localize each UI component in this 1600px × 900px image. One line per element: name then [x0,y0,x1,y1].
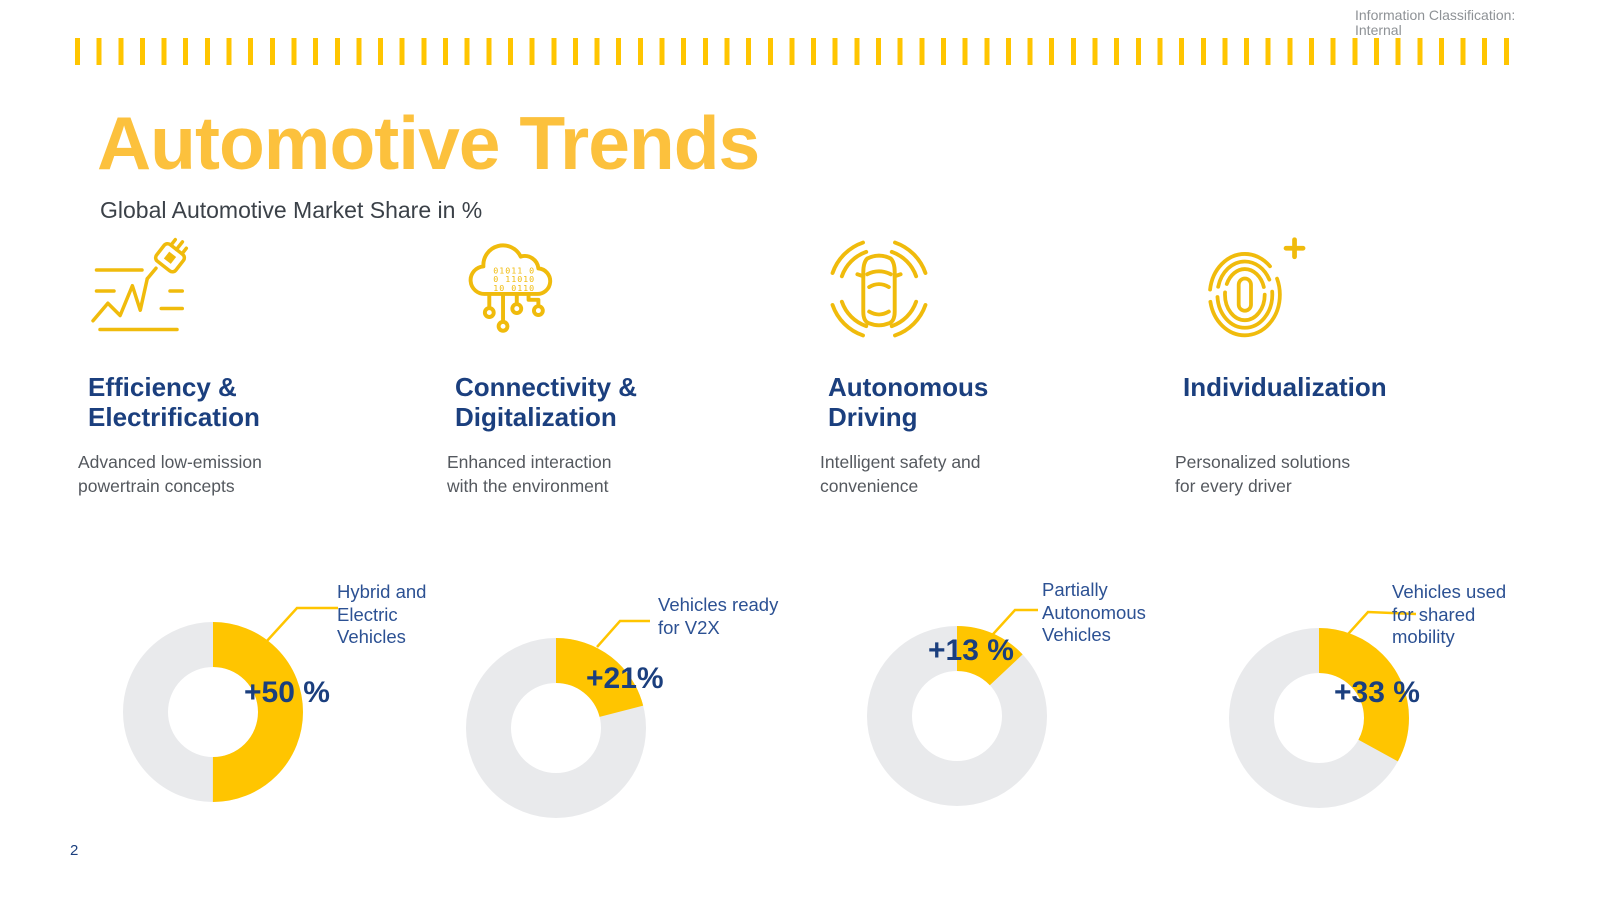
column-heading: Autonomous Driving [828,372,989,432]
callout-label: Hybrid and Electric Vehicles [337,581,427,647]
page-title: Automotive Trends [97,101,760,185]
growth-value-label: +21% [586,662,664,695]
callout-label: Partially Autonomous Vehicles [1042,579,1146,645]
svg-text:10 0110: 10 0110 [493,283,535,293]
svg-text:01011 0: 01011 0 [493,265,535,275]
callout-line [984,608,1038,644]
column-description: Personalized solutions for every driver [1175,452,1351,496]
cloud-binary-network-icon: 01011 0 0 11010 10 0110 [455,235,805,355]
growth-value-label: +33 % [1334,676,1420,709]
donut-chart-connectivity [466,638,646,818]
column-heading: Individualization [1183,372,1387,402]
donut-value-arc [123,622,303,802]
column-heading: Connectivity & Digitalization [455,372,638,432]
donut-chart-individualization [1229,628,1409,808]
callout-line [1339,610,1417,644]
column-efficiency-electrification: Efficiency & Electrification Advanced lo… [78,235,438,496]
svg-text:0 11010: 0 11010 [493,274,535,284]
donut-chart-autonomous [867,626,1047,806]
column-description: Advanced low-emission powertrain concept… [78,452,262,496]
classification-label: Information Classification: Internal [1355,7,1516,38]
column-description: Enhanced interaction with the environmen… [447,452,612,496]
car-sensor-waves-icon [820,235,1170,355]
decorative-tick-pattern [75,38,1522,65]
column-heading: Efficiency & Electrification [88,372,260,432]
callout-label: Vehicles ready for V2X [658,594,779,638]
column-description: Intelligent safety and convenience [820,452,981,496]
donut-value-arc [867,626,1047,806]
callout-line [596,619,650,648]
donut-value-arc [466,638,646,818]
fingerprint-plus-icon [1195,235,1533,355]
growth-value-label: +50 % [244,676,330,709]
donut-value-arc [1229,628,1409,808]
column-autonomous-driving: Autonomous Driving Intelligent safety an… [820,235,1170,496]
column-individualization: Individualization Personalized solutions… [1175,235,1533,496]
page-subtitle: Global Automotive Market Share in % [100,197,483,223]
column-connectivity-digitalization: 01011 0 0 11010 10 0110 Connectivity & D… [447,235,805,496]
page-number: 2 [70,842,79,859]
donut-chart-efficiency [123,622,303,802]
callout-line [265,606,338,643]
callout-label: Vehicles used for shared mobility [1392,581,1507,647]
growth-chart-electric-plug-icon [88,235,438,355]
growth-value-label: +13 % [928,634,1014,667]
